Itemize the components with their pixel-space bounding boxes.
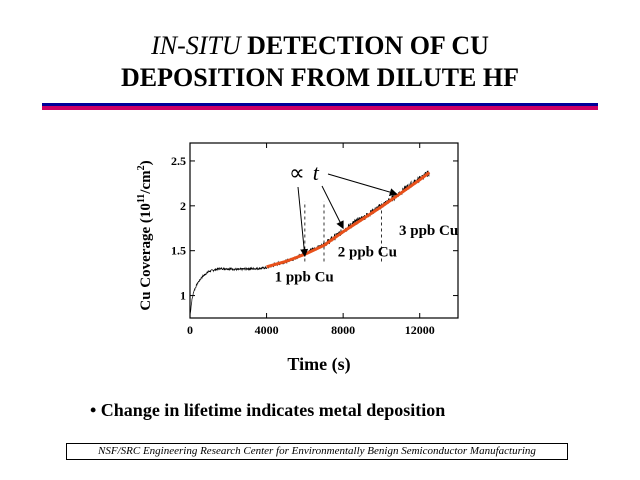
y-axis-label: Cu Coverage (1011/cm2)	[136, 160, 154, 310]
title-rule-red	[42, 106, 598, 110]
annotation-arrow	[321, 185, 344, 230]
y-tick-label: 2	[180, 199, 186, 213]
x-axis-label: Time (s)	[287, 354, 350, 375]
bullet-text: • Change in lifetime indicates metal dep…	[90, 400, 446, 420]
y-tick-label: 1.5	[171, 244, 186, 258]
x-tick-label: 8000	[331, 323, 355, 337]
proportional-label: ∝ t	[289, 160, 320, 185]
ylabel-mid: /cm	[138, 170, 154, 195]
title-rest-line1: DETECTION OF CU	[240, 31, 489, 60]
ylabel-end: )	[138, 160, 154, 165]
annotation-arrow	[297, 186, 309, 258]
x-tick-label: 12000	[405, 323, 435, 337]
data-series	[189, 170, 431, 316]
title-italic: IN-SITU	[151, 31, 241, 60]
y-tick-label: 2.5	[171, 154, 186, 168]
ylabel-main: Cu Coverage (10	[138, 203, 154, 310]
ylabel-sup1: 11	[136, 194, 147, 203]
title-rule-blue	[42, 103, 598, 106]
x-tick-label: 0	[187, 323, 193, 337]
annotations: 1 ppb Cu2 ppb Cu3 ppb Cu	[275, 173, 458, 286]
y-tick-label: 1	[180, 289, 186, 303]
concentration-label: 3 ppb Cu	[399, 223, 458, 239]
slide-title: IN-SITU DETECTION OF CU DEPOSITION FROM …	[0, 30, 640, 94]
annotation-arrow	[327, 173, 398, 197]
axes: 0 4000 8000 12000 1 1.5 2 2.5	[171, 143, 458, 337]
title-line-2: DEPOSITION FROM DILUTE HF	[121, 63, 519, 92]
cu-coverage-chart: 0 4000 8000 12000 1 1.5 2 2.5 1 ppb Cu2 ppb Cu3…	[136, 142, 459, 375]
proportional-var: t	[313, 160, 320, 185]
proportional-symbol: ∝	[289, 160, 305, 185]
ylabel-sup2: 2	[136, 165, 147, 170]
injection-markers	[304, 201, 382, 262]
title-line-1: IN-SITU DETECTION OF CU	[0, 30, 640, 62]
measured-series	[189, 170, 430, 316]
x-tick-label: 4000	[255, 323, 279, 337]
concentration-label: 1 ppb Cu	[275, 270, 334, 286]
footer-banner: NSF/SRC Engineering Research Center for …	[66, 443, 568, 460]
concentration-label: 2 ppb Cu	[338, 244, 397, 260]
plot-frame	[189, 142, 459, 319]
fit-line	[266, 171, 431, 269]
